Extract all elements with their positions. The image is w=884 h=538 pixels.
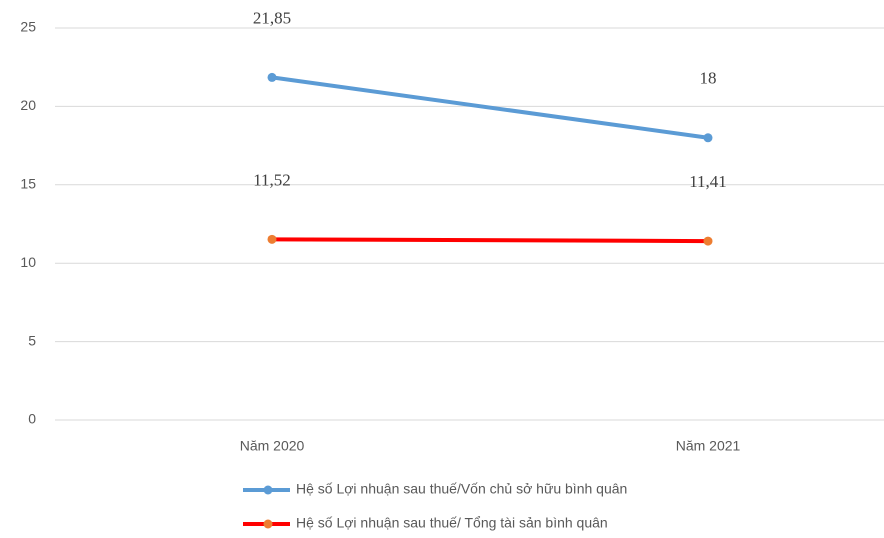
data-label: 11,41 [689, 172, 727, 191]
point-marker [703, 133, 713, 143]
y-tick-label: 15 [20, 176, 36, 192]
series-line [270, 75, 710, 140]
y-tick-label: 0 [28, 411, 36, 427]
data-label: 11,52 [253, 170, 291, 189]
point-marker [267, 234, 277, 244]
y-tick-label: 25 [20, 19, 36, 35]
legend-marker [263, 485, 273, 495]
y-tick-label: 5 [28, 332, 36, 348]
point-marker [703, 236, 713, 246]
x-tick-label: Năm 2021 [676, 438, 741, 454]
legend-label: Hệ số Lợi nhuận sau thuế/Vốn chủ sở hữu … [296, 481, 627, 497]
point-marker [267, 72, 277, 82]
y-tick-label: 20 [20, 97, 36, 113]
legend-marker [263, 519, 273, 529]
y-tick-label: 10 [20, 254, 36, 270]
data-label: 18 [700, 69, 717, 88]
legend-label: Hệ số Lợi nhuận sau thuế/ Tổng tài sản b… [296, 515, 608, 531]
x-tick-label: Năm 2020 [240, 438, 305, 454]
series-line [270, 237, 710, 244]
data-label: 21,85 [253, 8, 291, 27]
